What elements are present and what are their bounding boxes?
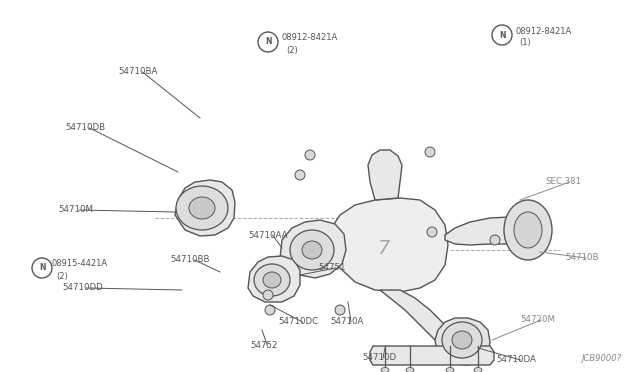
Text: 54720M: 54720M (520, 315, 555, 324)
Polygon shape (175, 180, 235, 236)
Text: 54751: 54751 (318, 263, 346, 273)
Text: 54710DD: 54710DD (62, 283, 103, 292)
Polygon shape (368, 150, 402, 200)
Text: 54710B: 54710B (565, 253, 598, 263)
Text: 54710BB: 54710BB (170, 256, 209, 264)
Text: 54710D: 54710D (362, 353, 396, 362)
Ellipse shape (514, 212, 542, 248)
Ellipse shape (452, 331, 472, 349)
Polygon shape (435, 318, 490, 365)
Polygon shape (328, 198, 448, 292)
Text: 54710M: 54710M (58, 205, 93, 215)
Text: (2): (2) (56, 272, 68, 280)
Text: N: N (499, 31, 505, 39)
Text: (2): (2) (286, 45, 298, 55)
Ellipse shape (442, 322, 482, 358)
Ellipse shape (189, 197, 215, 219)
Text: 08912-8421A: 08912-8421A (515, 26, 572, 35)
Circle shape (32, 258, 52, 278)
Ellipse shape (504, 200, 552, 260)
Circle shape (305, 150, 315, 160)
Polygon shape (280, 220, 346, 278)
Polygon shape (380, 290, 460, 360)
Circle shape (425, 147, 435, 157)
Text: N: N (39, 263, 45, 273)
Text: (1): (1) (519, 38, 531, 48)
Circle shape (265, 305, 275, 315)
Text: SEC.381: SEC.381 (545, 177, 581, 186)
Polygon shape (370, 346, 494, 365)
Text: 54710AA: 54710AA (248, 231, 287, 240)
Ellipse shape (446, 368, 454, 372)
Ellipse shape (176, 186, 228, 230)
Polygon shape (445, 217, 528, 245)
Text: 54752: 54752 (250, 341, 278, 350)
Ellipse shape (263, 272, 281, 288)
Text: 54710DA: 54710DA (496, 356, 536, 365)
Circle shape (258, 32, 278, 52)
Text: 54710BA: 54710BA (118, 67, 157, 77)
Polygon shape (248, 256, 300, 302)
Text: JCB9000?: JCB9000? (582, 354, 622, 363)
Ellipse shape (302, 241, 322, 259)
Text: N: N (265, 38, 271, 46)
Text: 08915-4421A: 08915-4421A (52, 260, 108, 269)
Ellipse shape (290, 230, 334, 270)
Text: 54710DB: 54710DB (65, 124, 105, 132)
Text: 08912-8421A: 08912-8421A (282, 33, 339, 42)
Ellipse shape (406, 368, 414, 372)
Circle shape (295, 170, 305, 180)
Ellipse shape (381, 368, 389, 372)
Circle shape (490, 235, 500, 245)
Circle shape (492, 25, 512, 45)
Text: 54710DC: 54710DC (278, 317, 318, 327)
Circle shape (335, 305, 345, 315)
Circle shape (263, 290, 273, 300)
Ellipse shape (474, 368, 482, 372)
Circle shape (427, 227, 437, 237)
Text: 54710A: 54710A (330, 317, 364, 327)
Text: 7: 7 (377, 238, 389, 257)
Ellipse shape (254, 264, 290, 296)
